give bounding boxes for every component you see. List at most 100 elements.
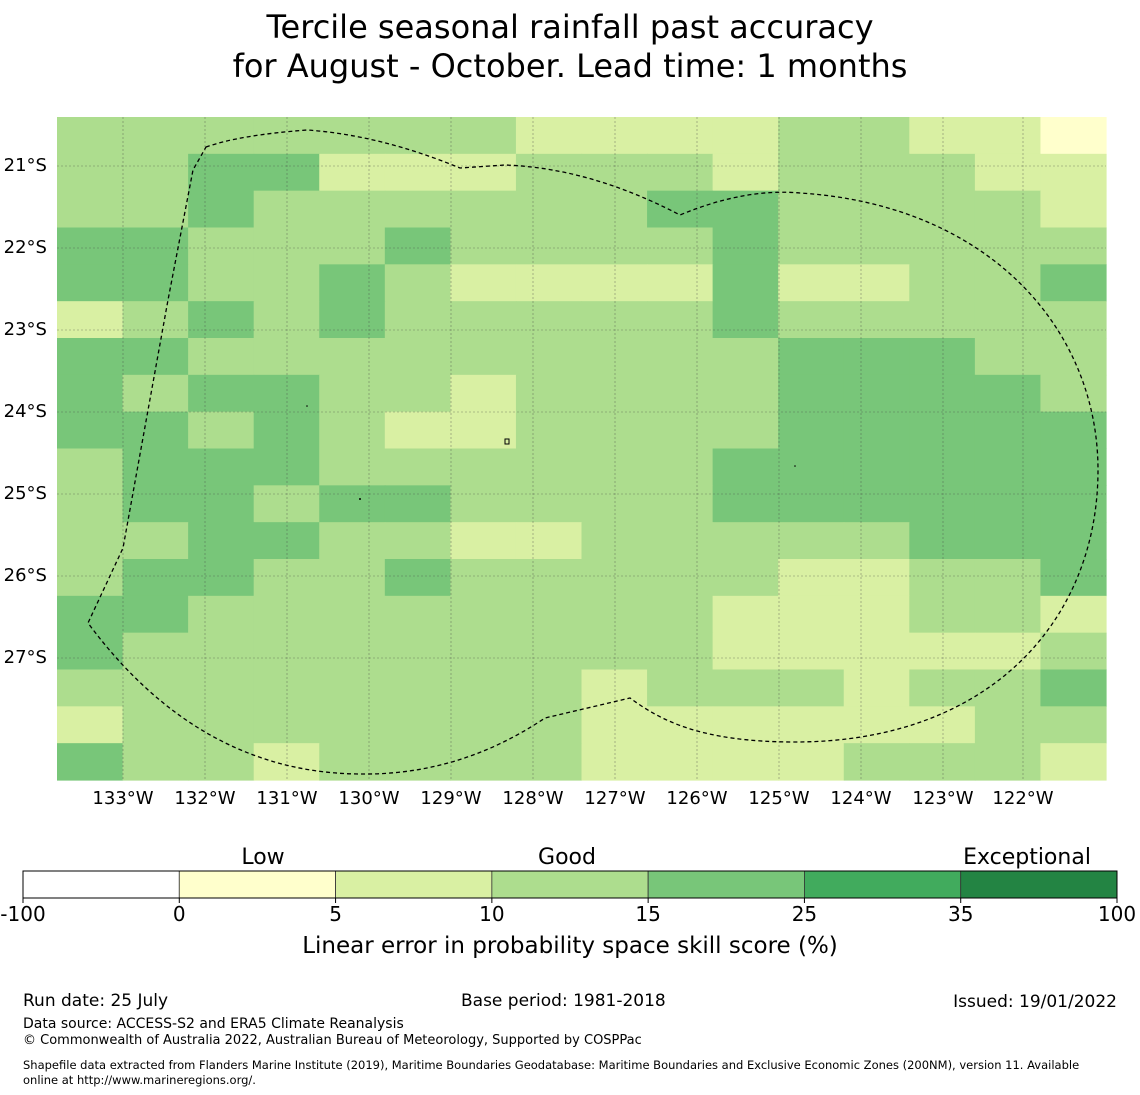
grid-cell [974,374,1042,413]
grid-cell [581,522,648,560]
grid-cell [253,301,320,339]
copyright-notice: © Commonwealth of Australia 2022, Austra… [23,1033,642,1048]
grid-cell [974,117,1042,155]
grid-cell [909,411,976,450]
latitude-label: 24°S [3,401,47,422]
grid-cell [712,743,779,781]
grid-cell [843,743,910,781]
grid-cell [57,411,124,450]
longitude-label: 127°W [584,788,646,809]
grid-cell [647,743,714,781]
grid-cell [188,411,255,450]
grid-cell [778,743,845,781]
grid-cell [647,559,714,597]
grid-cell [712,559,779,597]
grid-cell [450,485,517,523]
colorbar-segment [178,870,336,899]
grid-cell [450,338,517,376]
category-good: Good [538,845,596,870]
grid-cell [57,743,124,781]
grid-cell [778,522,845,560]
colorbar-segment [960,870,1118,899]
grid-cell [974,522,1042,560]
grid-cell [909,374,976,413]
grid-cell [450,632,517,671]
grid-cell [909,522,976,560]
grid-cell [384,559,451,597]
grid-cell [778,227,845,265]
grid-cell [319,632,386,671]
grid-cell [122,559,189,597]
grid-cell [1040,743,1107,781]
grid-cell [843,411,910,450]
grid-cell [384,153,451,192]
grid-cell [515,301,583,339]
grid-cell [450,117,517,155]
grid-cell [57,264,124,302]
colorbar-tick-label: 100 [1097,902,1137,926]
grid-cell [843,632,910,671]
grid-cell [515,743,583,781]
latitude-label: 27°S [3,647,47,668]
grid-cell [778,411,845,450]
grid-cell [581,706,648,744]
grid-cell [712,190,779,229]
grid-cell [974,448,1042,486]
grid-cell [581,227,648,265]
grid-cell [647,669,714,707]
grid-cell [450,264,517,302]
grid-cell [384,595,451,634]
grid-cell [647,301,714,339]
grid-cell [1040,522,1107,560]
grid-cell [122,522,189,560]
grid-cell [122,706,189,744]
grid-cell [778,595,845,634]
colorbar-tick-label: 25 [791,902,818,926]
grid-cell [450,595,517,634]
grid-cell [712,117,779,155]
colorbar-tick-label: 10 [479,902,505,926]
grid-cell [122,411,189,450]
grid-cell [319,706,386,744]
shapefile-credit-line2: online at http://www.marineregions.org/. [23,1073,256,1087]
grid-cell [515,338,583,376]
grid-cell [909,264,976,302]
latitude-label: 21°S [3,155,47,176]
grid-cell [57,338,124,376]
grid-cell [647,595,714,634]
grid-cell [647,374,714,413]
grid-cell [581,632,648,671]
grid-cell [188,632,255,671]
base-period: Base period: 1981-2018 [461,991,666,1011]
grid-cell [319,669,386,707]
grid-cell [581,595,648,634]
grid-cell [57,448,124,486]
longitude-label: 128°W [502,788,564,809]
grid-cell [647,190,714,229]
grid-cell [515,522,583,560]
grid-cell [122,485,189,523]
colorbar-frame [22,870,1118,899]
grid-cell [122,338,189,376]
grid-cell [843,522,910,560]
grid-cell [712,374,779,413]
grid-cell [581,338,648,376]
grid-cell [909,448,976,486]
category-low: Low [241,845,285,870]
grid-cell [188,153,255,192]
grid-cell [778,448,845,486]
grid-cell [909,595,976,634]
grid-cell [581,374,648,413]
grid-cell [57,706,124,744]
grid-cell [515,669,583,707]
grid-cell [974,743,1042,781]
grid-cell [712,522,779,560]
longitude-label: 131°W [256,788,318,809]
colorbar-label: Linear error in probability space skill … [302,933,838,959]
grid-cell [647,448,714,486]
grid-cell [188,448,255,486]
grid-cell [319,411,386,450]
grid-cell [188,595,255,634]
grid-cell [1040,595,1107,634]
grid-cell [647,706,714,744]
